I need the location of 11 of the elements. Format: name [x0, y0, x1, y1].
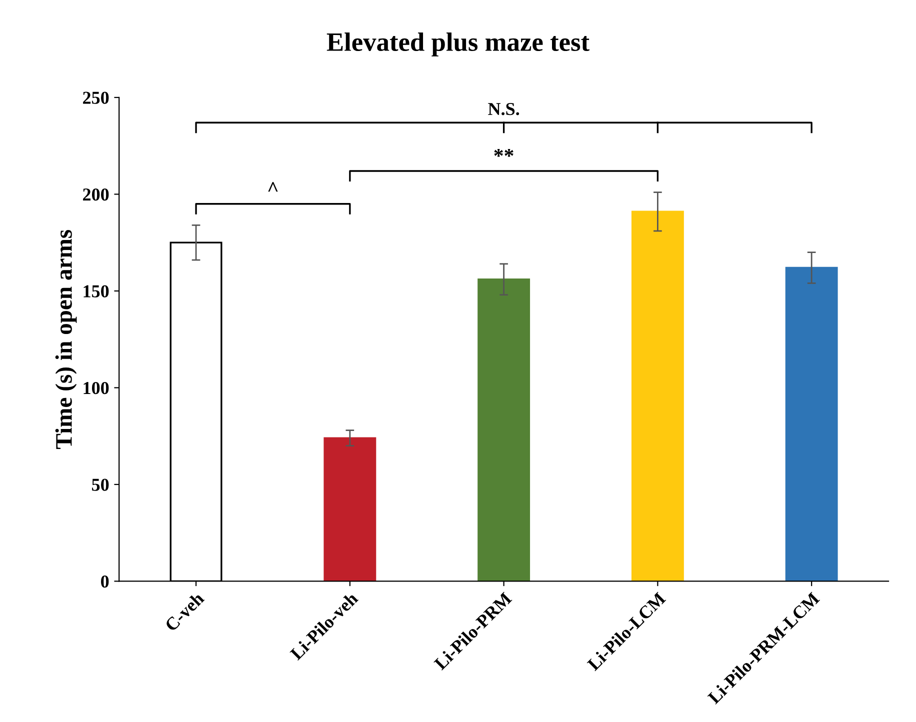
- annotation: ^: [268, 182, 278, 192]
- annotation: **: [494, 148, 514, 157]
- annotation: N.S.: [488, 102, 520, 116]
- y-tick-label: 50: [92, 478, 109, 491]
- y-axis-title: Time (s) in open arms: [55, 230, 77, 449]
- y-tick-label: 150: [84, 285, 109, 298]
- y-tick-label: 250: [83, 92, 109, 104]
- y-tick-label: 200: [83, 188, 109, 201]
- chart-title: Elevated plus maze test: [326, 32, 590, 56]
- y-tick-label: 0: [101, 575, 109, 588]
- y-tick-label: 100: [84, 382, 109, 394]
